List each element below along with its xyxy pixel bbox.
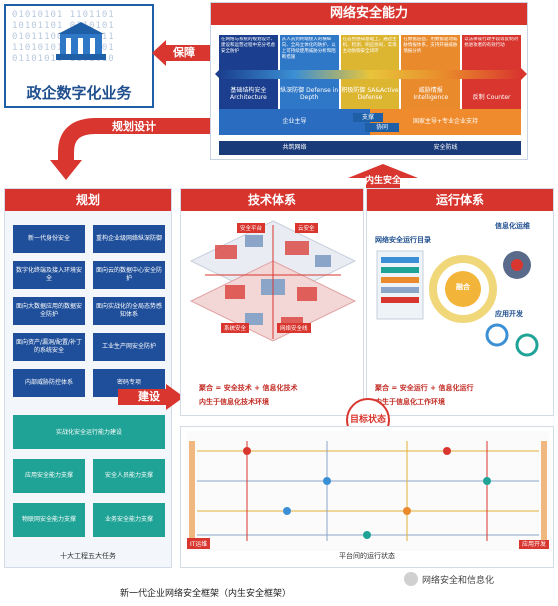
capability-col-name: 反制 Counter [472, 94, 511, 101]
ops-app-label: 应用开发 [495, 310, 523, 318]
tech-system-title: 技术体系 [181, 189, 363, 211]
tech-tag-system: 系统安全 [221, 323, 250, 333]
neisheng-arrow [348, 164, 418, 190]
capability-col-desc: 在数据层面，用数据驱动威胁情报体系，支持开展威胁情报分析 [403, 37, 458, 54]
guihua-arrow [50, 118, 212, 180]
gov-title: 政企数字化业务 [26, 84, 132, 102]
synergy-badge: 协同 [365, 123, 399, 132]
guihua-label: 规划设计 [112, 120, 156, 133]
plan-support-item: 物联网安全能力支撑 [13, 503, 85, 537]
plan-support-item: 业务安全能力支撑 [93, 503, 165, 537]
jianshe-label: 建设 [138, 390, 160, 403]
capability-panel: 网络安全能力 在网络与系统的规划设计、建设和运营过程中充分考虑安全防护 基础结构… [210, 2, 528, 160]
baozhang-label: 保障 [173, 46, 195, 59]
tech-tag-network: 网络安全线 [277, 323, 311, 333]
tech-embed: 内生于信息化技术环境 [199, 398, 269, 406]
capability-col-desc: 在网络与系统的规划设计、建设和运营过程中充分考虑安全防护 [221, 37, 275, 54]
enterprise-led-label: 企业主导 [219, 109, 370, 135]
capability-gradient-bar [219, 70, 521, 79]
plan-support-item: 应用安全能力支撑 [13, 459, 85, 493]
it-ops-tag: IT运维 [187, 538, 211, 549]
operating-state-footer: 平台间的运行状态 [339, 552, 395, 560]
plan-support-item: 安全人员能力支撑 [93, 459, 165, 493]
capability-bottom-band: 共筑网络 安全防线 [219, 141, 521, 155]
capability-col-name: 积极防御 SA&Active Defense [341, 87, 399, 101]
watermark: 网络安全和信息化 [404, 572, 494, 586]
capability-col-desc: 以法律或行政手段等反制对抗进攻者的有效行动 [464, 37, 519, 48]
gov-digital-business-panel: 01010101 1101101 10101101 0110101 010111… [4, 4, 154, 108]
tech-isometric-illustration [189, 220, 357, 342]
planning-footer: 十大工程五大任务 [60, 552, 116, 560]
capability-col-name: 威胁情报 Intelligence [413, 87, 449, 101]
watermark-text: 网络安全和信息化 [422, 575, 495, 586]
capability-lower-band: 企业主导 国家主导+专业企业支持 [219, 109, 521, 135]
plan-item: 面向大数据应用的数据安全防护 [13, 297, 85, 325]
ops-embed: 内生于信息化工作环境 [375, 398, 445, 406]
build-network-label: 共筑网络 [219, 141, 370, 155]
jianshe-arrow [118, 384, 184, 410]
operating-state-panel: IT运维 应用开发 平台间的运行状态 [180, 426, 554, 568]
ops-formula: 聚合 = 安全运行 + 信息化运行 [375, 384, 474, 392]
bar-arrow-left-icon [215, 68, 221, 80]
wechat-logo-icon [404, 572, 418, 586]
capability-col-desc: 从人员到终端接入的横纵向、全局立体化的防护，以上可持续使用威胁分析和阻断措施 [281, 37, 336, 60]
planning-panel: 规划 新一代身份安全 重构企业级网络纵深防御 数字化终端及接入环境安全 面向云的… [4, 188, 172, 568]
tech-tag-cloud: 云安全 [295, 223, 318, 233]
plan-item: 面向云的数据中心安全防护 [93, 261, 165, 289]
baozhang-arrow [152, 40, 210, 66]
ops-fusion-diagram [376, 250, 539, 357]
ops-system-panel: 运行体系 网络安全运行目录 信息化运维 应用开发 融合 聚合 = 安全运行 + … [366, 188, 554, 416]
plan-ops-capability: 实战化安全运行能力建设 [13, 415, 165, 449]
tech-system-panel: 技术体系 安全平台 云安全 系统安全 网络安全线 聚合 = 安全技术 + 信息化… [180, 188, 364, 416]
planning-grid: 新一代身份安全 重构企业级网络纵深防御 数字化终端及接入环境安全 面向云的数据中… [13, 225, 165, 397]
support-badge: 支撑 [353, 113, 383, 122]
ops-directory-label: 网络安全运行目录 [375, 236, 431, 244]
plan-item: 面向实战化的全局态势感知体系 [93, 297, 165, 325]
plan-item: 新一代身份安全 [13, 225, 85, 253]
capability-col-name: 纵深防御 Defense in Depth [280, 87, 339, 101]
neisheng-label: 内生安全 [364, 176, 401, 186]
tech-formula: 聚合 = 安全技术 + 信息化技术 [199, 384, 298, 392]
operating-state-network-diagram [187, 431, 549, 551]
planning-title: 规划 [5, 189, 171, 211]
plan-item: 数字化终端及接入环境安全 [13, 261, 85, 289]
plan-item: 重构企业级网络纵深防御 [93, 225, 165, 253]
figure-caption: 新一代企业网络安全框架（内生安全框架） [120, 589, 292, 599]
app-dev-tag: 应用开发 [518, 540, 549, 549]
plan-item: 工业生产网安全防护 [93, 333, 165, 361]
government-building-icon [56, 22, 106, 60]
plan-item: 面向资产/漏洞/配置/补丁的系统安全 [13, 333, 85, 361]
plan-item: 内部威胁防控体系 [13, 369, 85, 397]
tech-tag-platform: 安全平台 [237, 223, 266, 233]
ops-system-title: 运行体系 [367, 189, 553, 211]
security-line-label: 安全防线 [370, 141, 521, 155]
ops-info-label: 信息化运维 [495, 222, 530, 230]
capability-col-desc: 在态势感知基础上，通过主机、检测、响应协同，实现主动防御安全闭环 [342, 37, 397, 54]
ops-hub-label: 融合 [456, 283, 470, 291]
bar-arrow-right-icon [521, 68, 527, 80]
capability-title: 网络安全能力 [211, 3, 527, 25]
capability-col-name: 基础结构安全 Architecture [230, 87, 267, 101]
planning-grid-support: 应用安全能力支撑 安全人员能力支撑 物联网安全能力支撑 业务安全能力支撑 [13, 459, 165, 537]
